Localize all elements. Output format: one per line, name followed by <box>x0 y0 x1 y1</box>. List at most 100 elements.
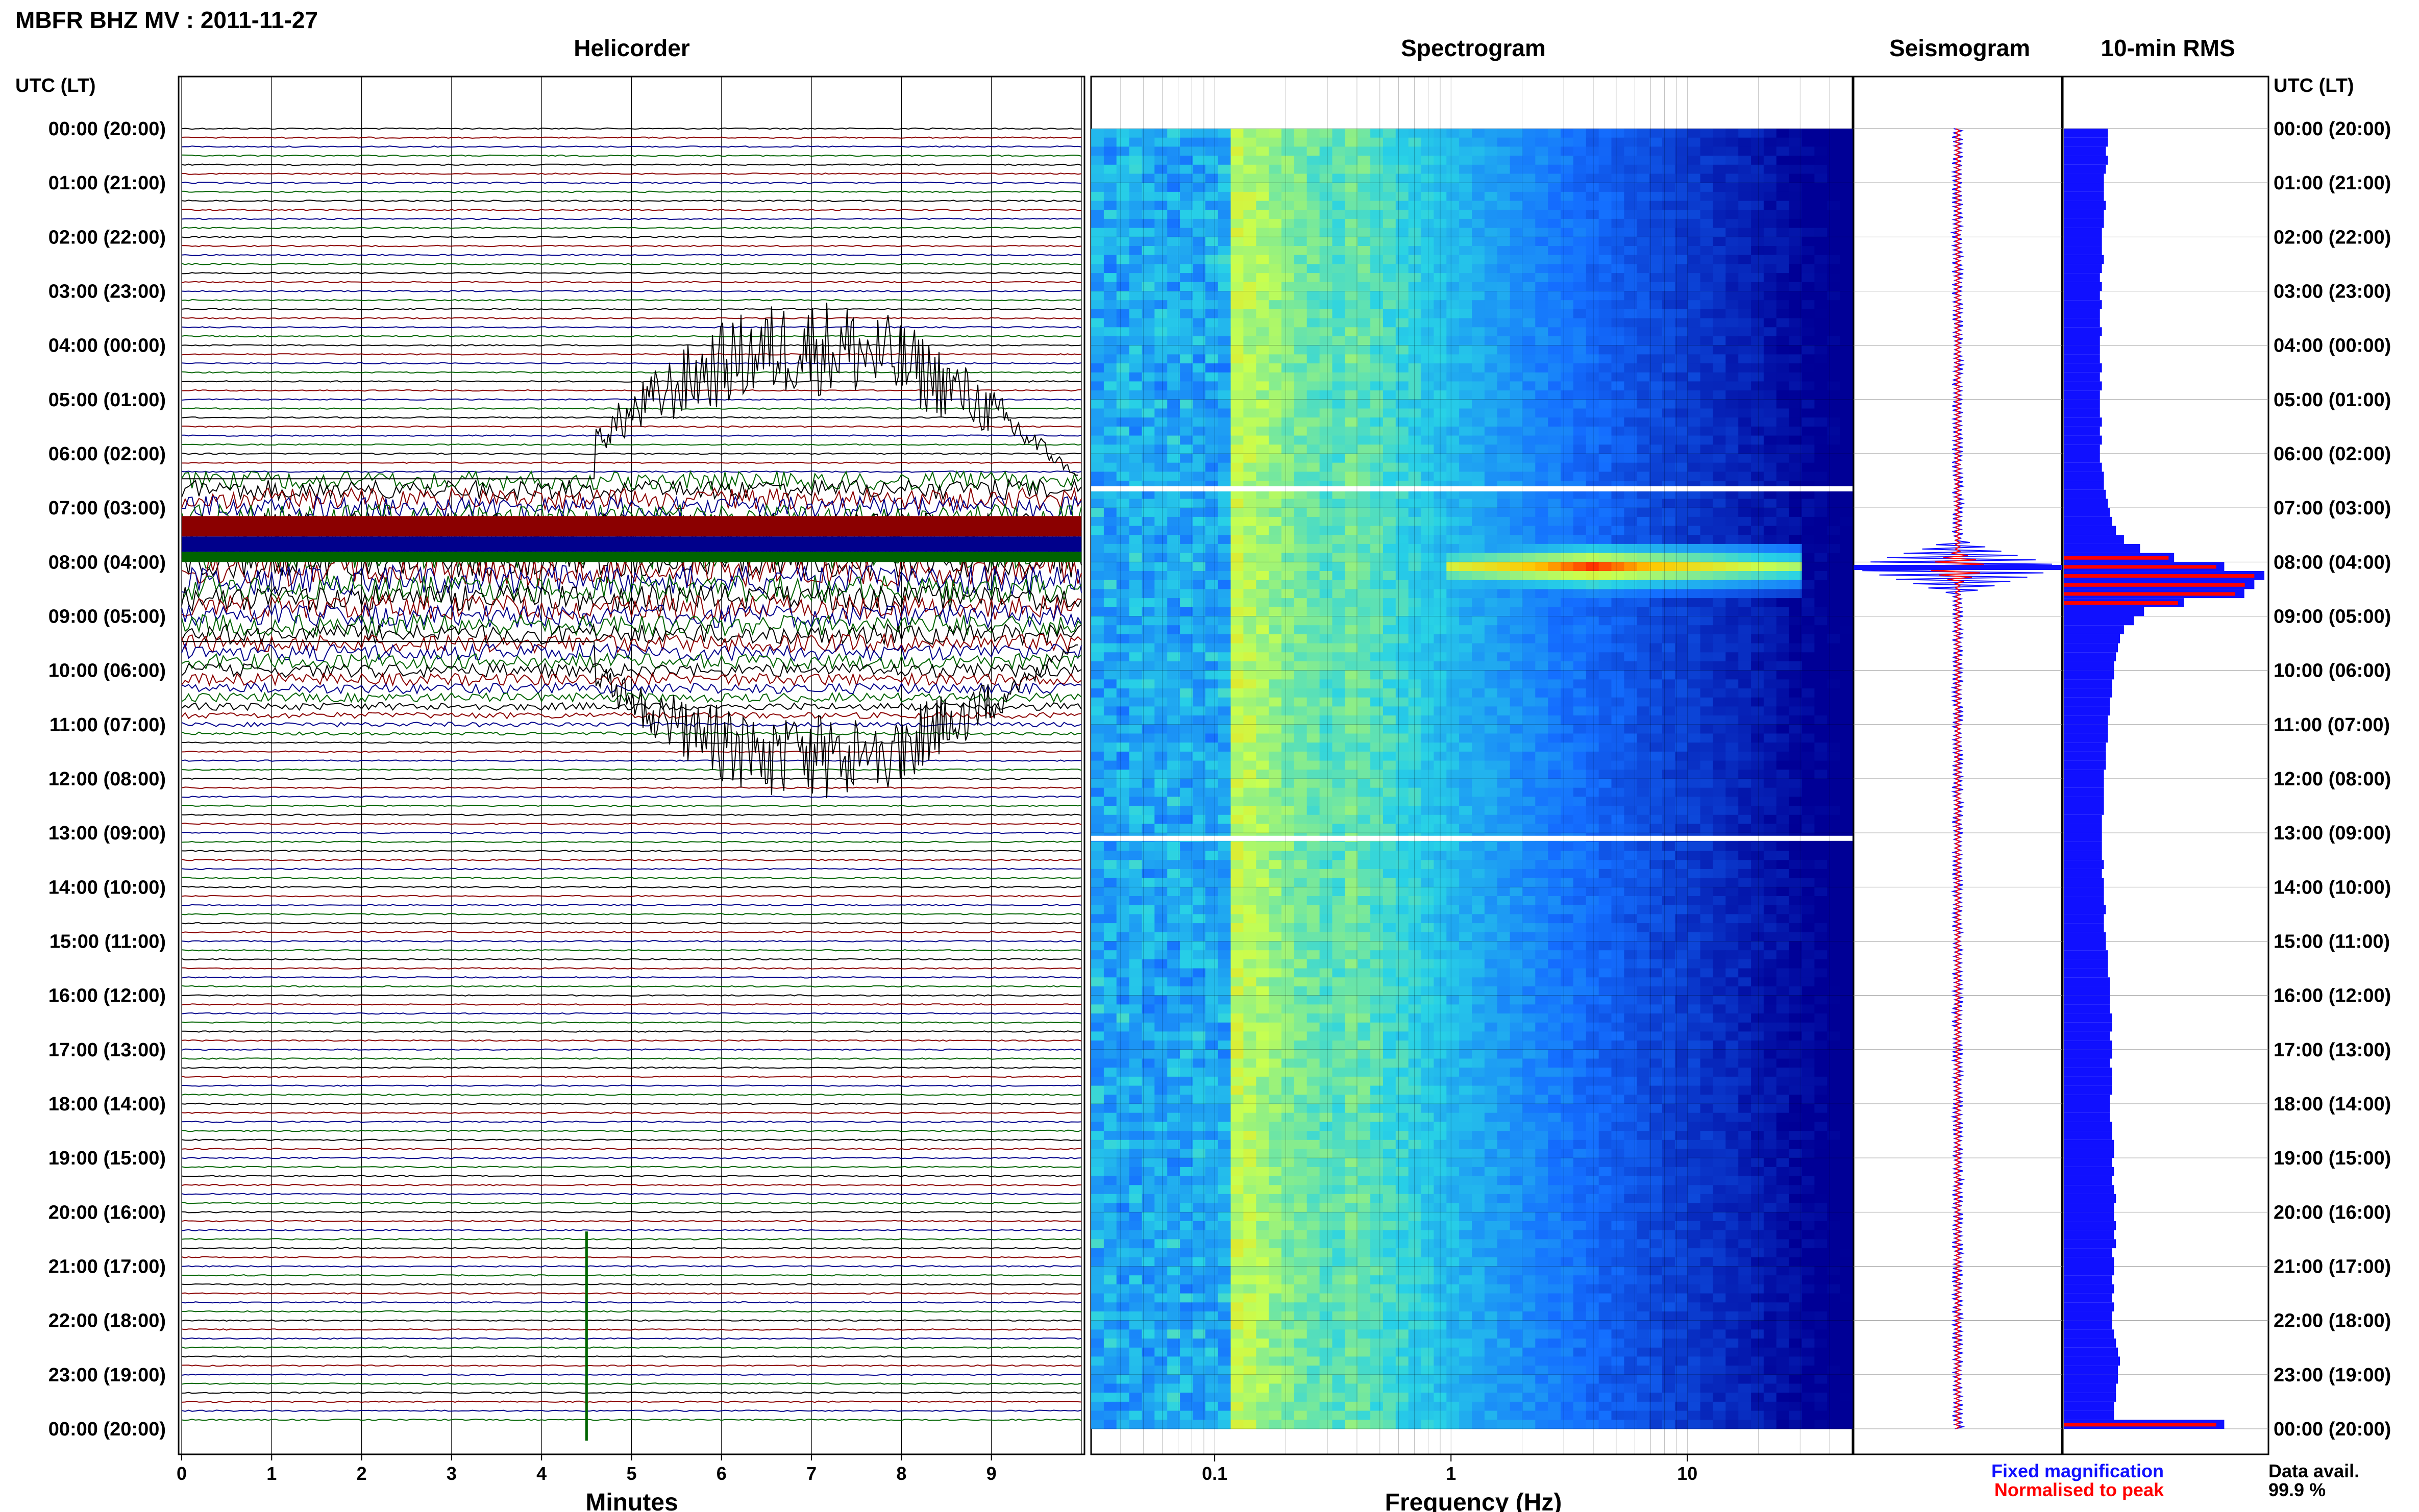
spectrogram-cell <box>1180 526 1193 535</box>
spectrogram-cell <box>1230 354 1244 364</box>
spectrogram-cell <box>1383 156 1396 165</box>
spectrogram-cell <box>1446 553 1460 562</box>
spectrogram-cell <box>1700 706 1714 716</box>
spectrogram-cell <box>1561 408 1574 418</box>
spectrogram-cell <box>1408 616 1422 626</box>
spectrogram-cell <box>1421 318 1434 328</box>
spectrogram-cell <box>1713 327 1726 337</box>
spectrogram-cell <box>1776 345 1790 355</box>
spectrogram-cell <box>1167 336 1180 346</box>
spectrogram-cell <box>1814 841 1828 852</box>
spectrogram-cell <box>1674 814 1688 825</box>
spectrogram-cell <box>1561 191 1574 202</box>
spectrogram-cell <box>1522 661 1536 671</box>
spectrogram-cell <box>1180 797 1193 806</box>
spectrogram-cell <box>1649 146 1663 156</box>
spectrogram-cell <box>1142 607 1155 617</box>
spectrogram-cell <box>1763 309 1777 319</box>
spectrogram-cell <box>1776 797 1790 806</box>
spectrogram-cell <box>1801 499 1815 508</box>
spectrogram-cell <box>1624 444 1637 454</box>
spectrogram-cell <box>1472 724 1485 734</box>
spectrogram-cell <box>1218 616 1231 626</box>
spectrogram-cell <box>1142 282 1155 292</box>
spectrogram-cell <box>1129 824 1143 833</box>
spectrogram-cell <box>1624 300 1637 310</box>
spectrogram-cell <box>1497 191 1511 202</box>
spectrogram-cell <box>1256 543 1269 554</box>
spectrogram-cell <box>1154 670 1168 680</box>
spectrogram-cell <box>1586 499 1599 508</box>
spectrogram-cell <box>1319 444 1333 454</box>
spectrogram-cell <box>1751 508 1764 517</box>
spectrogram-cell <box>1497 652 1511 662</box>
spectrogram-cell <box>1611 787 1624 797</box>
spectrogram-cell <box>1801 715 1815 725</box>
spectrogram-cell <box>1421 156 1434 165</box>
spectrogram-cell <box>1281 354 1295 364</box>
spectrogram-cell <box>1370 562 1384 572</box>
spectrogram-cell <box>1573 381 1587 391</box>
spectrogram-cell <box>1637 543 1650 554</box>
spectrogram-cell <box>1649 770 1663 779</box>
spectrogram-cell <box>1700 652 1714 662</box>
spectrogram-cell <box>1472 273 1485 283</box>
spectrogram-cell <box>1306 426 1320 436</box>
spectrogram-cell <box>1103 291 1117 301</box>
spectrogram-cell <box>1510 318 1523 328</box>
spectrogram-cell <box>1192 643 1206 653</box>
spectrogram-cell <box>1103 760 1117 770</box>
spectrogram-cell <box>1269 607 1282 617</box>
spectrogram-cell <box>1332 814 1345 825</box>
spectrogram-cell <box>1294 571 1307 581</box>
spectrogram-cell <box>1281 787 1295 797</box>
spectrogram-cell <box>1408 543 1422 554</box>
spectrogram-cell <box>1713 643 1726 653</box>
spectrogram-cell <box>1573 291 1587 301</box>
spectrogram-cell <box>1751 553 1764 562</box>
spectrogram-cell <box>1510 472 1523 481</box>
spectrogram-cell <box>1674 399 1688 409</box>
spectrogram-cell <box>1801 733 1815 743</box>
spectrogram-cell <box>1776 760 1790 770</box>
spectrogram-cell <box>1776 715 1790 725</box>
spectrogram-cell <box>1776 652 1790 662</box>
spectrogram-cell <box>1167 543 1180 554</box>
spectrogram-cell <box>1586 814 1599 825</box>
spectrogram-cell <box>1180 706 1193 716</box>
spectrogram-cell <box>1281 516 1295 527</box>
spectrogram-cell <box>1446 381 1460 391</box>
spectrogram-cell <box>1408 390 1422 400</box>
spectrogram-cell <box>1548 372 1561 382</box>
spectrogram-cell <box>1687 282 1701 292</box>
spectrogram-cell <box>1243 309 1256 319</box>
spectrogram-cell <box>1725 228 1739 237</box>
spectrogram-cell <box>1243 462 1256 472</box>
spectrogram-cell <box>1662 372 1675 382</box>
spectrogram-cell <box>1497 499 1511 508</box>
spectrogram-cell <box>1725 688 1739 698</box>
spectrogram-cell <box>1586 797 1599 806</box>
spectrogram-cell <box>1548 218 1561 229</box>
spectrogram-cell <box>1738 318 1751 328</box>
spectrogram-cell <box>1522 336 1536 346</box>
spectrogram-cell <box>1713 318 1726 328</box>
spectrogram-cell <box>1763 146 1777 156</box>
spectrogram-cell <box>1243 390 1256 400</box>
spectrogram-cell <box>1674 535 1688 544</box>
spectrogram-cell <box>1713 282 1726 292</box>
spectrogram-cell <box>1789 309 1803 319</box>
spectrogram-cell <box>1192 354 1206 364</box>
spectrogram-cell <box>1167 742 1180 752</box>
spectrogram-cell <box>1586 697 1599 707</box>
spectrogram-cell <box>1522 571 1536 581</box>
spectrogram-cell <box>1243 526 1256 535</box>
spectrogram-cell <box>1510 327 1523 337</box>
spectrogram-cell <box>1395 824 1409 833</box>
spectrogram-cell <box>1154 516 1168 527</box>
spectrogram-cell <box>1687 201 1701 210</box>
spectrogram-cell <box>1763 255 1777 264</box>
spectrogram-cell <box>1510 499 1523 508</box>
spectrogram-cell <box>1548 417 1561 427</box>
